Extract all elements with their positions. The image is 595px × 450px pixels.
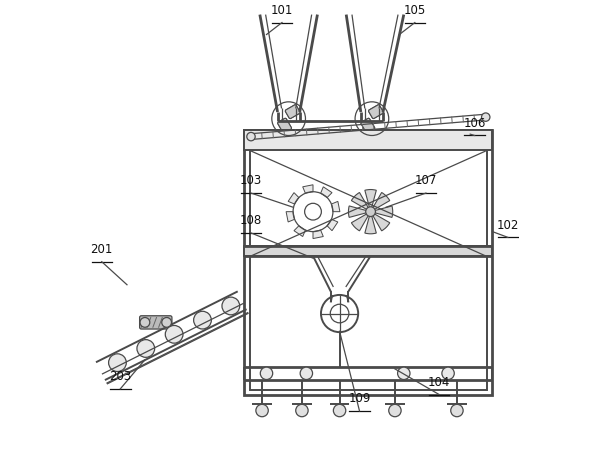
Wedge shape xyxy=(371,212,390,231)
Bar xyxy=(250,135,487,390)
Wedge shape xyxy=(352,212,371,231)
Polygon shape xyxy=(294,226,305,237)
Circle shape xyxy=(296,404,308,417)
Wedge shape xyxy=(365,212,376,234)
Polygon shape xyxy=(313,230,323,239)
Wedge shape xyxy=(371,193,390,212)
Bar xyxy=(245,246,493,256)
Circle shape xyxy=(389,404,401,417)
Polygon shape xyxy=(303,185,313,193)
Circle shape xyxy=(137,340,155,357)
Bar xyxy=(245,130,493,150)
Text: 104: 104 xyxy=(428,376,450,389)
Text: 109: 109 xyxy=(348,392,371,405)
Text: 201: 201 xyxy=(90,243,113,256)
Circle shape xyxy=(256,404,268,417)
Text: 107: 107 xyxy=(415,174,437,187)
Circle shape xyxy=(451,404,463,417)
FancyBboxPatch shape xyxy=(361,118,375,133)
Polygon shape xyxy=(321,187,332,198)
Circle shape xyxy=(481,113,490,122)
FancyBboxPatch shape xyxy=(368,105,383,118)
Circle shape xyxy=(397,367,410,379)
Text: 105: 105 xyxy=(404,4,426,17)
Circle shape xyxy=(162,318,171,327)
Circle shape xyxy=(109,354,126,372)
Polygon shape xyxy=(331,201,340,212)
Wedge shape xyxy=(352,193,371,212)
Wedge shape xyxy=(371,206,393,217)
FancyBboxPatch shape xyxy=(140,316,172,329)
Circle shape xyxy=(222,297,240,315)
Text: 106: 106 xyxy=(464,117,486,130)
Polygon shape xyxy=(327,219,338,231)
Text: 102: 102 xyxy=(497,219,519,232)
Wedge shape xyxy=(365,189,376,211)
Text: 203: 203 xyxy=(109,370,131,383)
Circle shape xyxy=(140,318,150,327)
FancyBboxPatch shape xyxy=(285,105,300,118)
Circle shape xyxy=(165,325,183,343)
Text: 101: 101 xyxy=(271,4,293,17)
Wedge shape xyxy=(349,206,371,217)
Polygon shape xyxy=(288,193,299,204)
Circle shape xyxy=(193,311,211,329)
FancyBboxPatch shape xyxy=(278,118,292,133)
Circle shape xyxy=(442,367,454,379)
Circle shape xyxy=(300,367,312,379)
FancyBboxPatch shape xyxy=(278,118,292,133)
Circle shape xyxy=(366,207,375,216)
FancyBboxPatch shape xyxy=(368,105,383,118)
Text: 103: 103 xyxy=(240,174,262,187)
FancyBboxPatch shape xyxy=(361,118,375,133)
Circle shape xyxy=(333,404,346,417)
Bar xyxy=(245,130,493,396)
FancyBboxPatch shape xyxy=(285,105,300,118)
Circle shape xyxy=(260,367,273,379)
Polygon shape xyxy=(286,212,295,222)
Circle shape xyxy=(247,132,255,141)
Text: 108: 108 xyxy=(240,214,262,227)
